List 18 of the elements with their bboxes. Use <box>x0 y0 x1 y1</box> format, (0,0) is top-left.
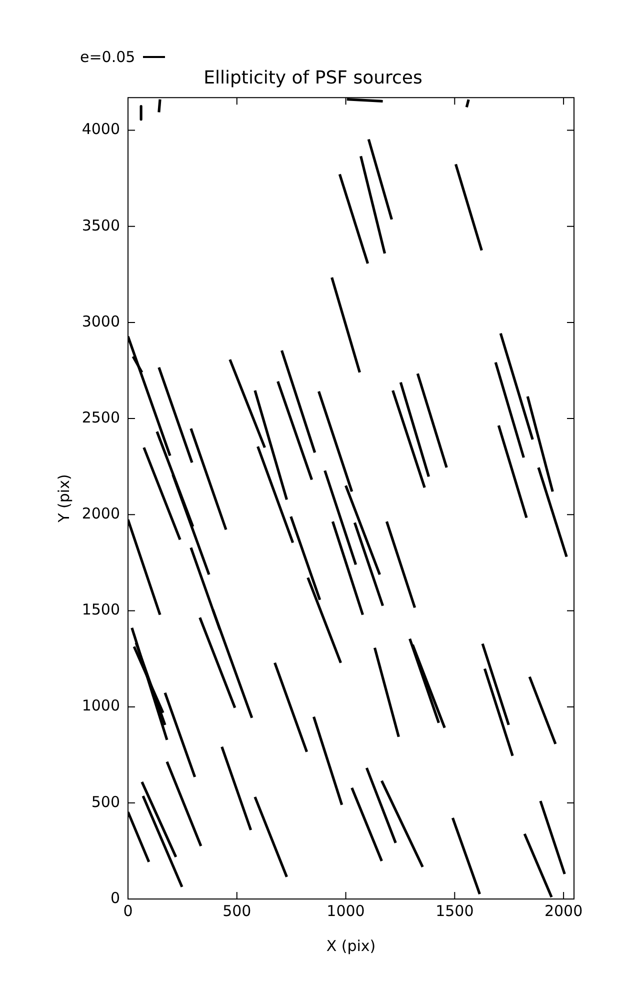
legend-label: e=0.05 <box>80 48 136 66</box>
y-tick-label: 3500 <box>82 216 120 234</box>
y-tick-label: 1000 <box>82 696 120 715</box>
y-tick-label: 3000 <box>82 312 120 330</box>
y-tick-label: 2500 <box>82 408 120 426</box>
y-tick-label: 0 <box>110 888 120 907</box>
x-tick-label: 1500 <box>436 902 474 920</box>
y-tick-label: 4000 <box>82 120 120 138</box>
x-tick-label: 1000 <box>326 902 365 920</box>
chart-title: Ellipticity of PSF sources <box>204 67 422 88</box>
y-tick-label: 2000 <box>82 504 120 523</box>
x-tick-label: 0 <box>123 902 133 920</box>
y-tick-label: 500 <box>91 792 120 811</box>
x-axis-title: X (pix) <box>326 936 376 955</box>
x-tick-label: 500 <box>222 902 252 920</box>
y-tick-label: 1500 <box>82 600 120 619</box>
y-axis-title: Y (pix) <box>54 474 73 524</box>
x-tick-label: 2000 <box>544 902 583 920</box>
